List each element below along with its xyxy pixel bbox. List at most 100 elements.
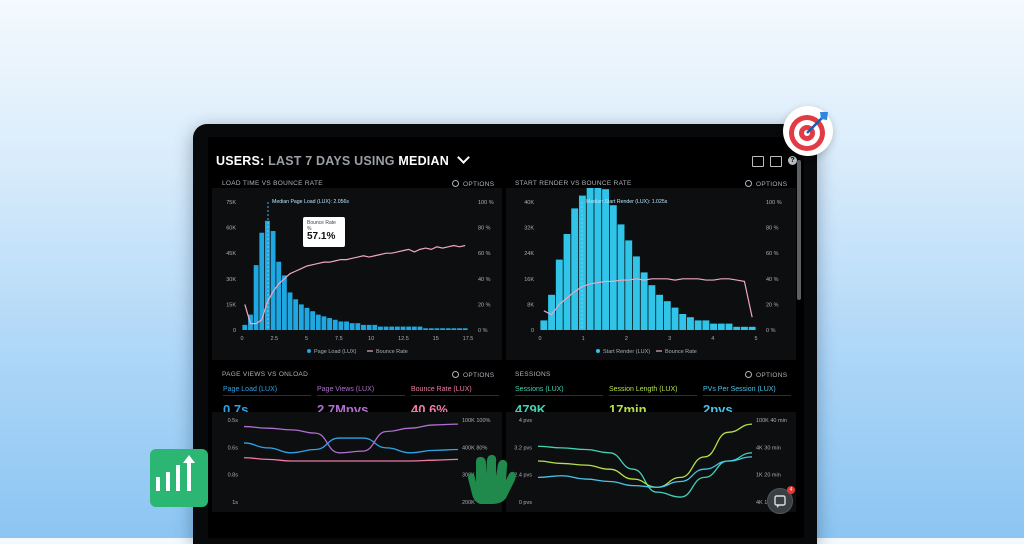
y-tick-label: 24K: [524, 251, 534, 257]
title-stat: MEDIAN: [398, 154, 449, 168]
options-button-start-render[interactable]: OPTIONS: [745, 180, 787, 188]
bar: [440, 328, 445, 330]
bar: [632, 256, 640, 330]
bar: [578, 195, 586, 330]
bar: [640, 272, 648, 330]
tooltip-value: 57.1%: [307, 231, 336, 242]
bar: [594, 188, 602, 330]
y-tick-label: 0 pvs: [519, 500, 532, 506]
x-tick-label: 4: [711, 336, 714, 342]
x-tick-label: 0: [538, 336, 541, 342]
y-tick-label: 30K: [226, 277, 236, 283]
tooltip-sub: %: [307, 226, 312, 232]
y-tick-label: 0.6s: [228, 445, 239, 451]
bar: [451, 328, 457, 330]
y-tick-label: 1s: [232, 500, 238, 506]
bar: [298, 304, 304, 330]
metric-label: Sessions (LUX): [515, 386, 603, 396]
y-tick-label: 15K: [226, 302, 236, 308]
x-tick-label: 15: [433, 336, 439, 342]
bar: [372, 324, 378, 330]
y2-tick-label: 60 %: [766, 251, 779, 257]
legend-swatch: [596, 349, 600, 353]
tooltip-label: Bounce Rate: [307, 220, 336, 226]
y2-tick-label: 20 %: [478, 302, 491, 308]
series-line: [537, 456, 753, 488]
chart-sessions: 4 pvs 3.2 pvs 2.4 pvs 0 pvs 100K 40 min 4K 30…: [506, 412, 796, 512]
bar: [679, 314, 687, 330]
metric-label: Page Load (LUX): [223, 386, 311, 396]
bar: [717, 323, 725, 330]
bar: [394, 326, 400, 330]
bounce-rate-line: [244, 244, 466, 325]
bar: [259, 232, 265, 330]
toolbar-icons: ?: [752, 156, 797, 167]
y-tick-label: 4 pvs: [519, 418, 532, 424]
y2-tick-label: 100K 40 min: [756, 418, 787, 424]
bar: [287, 292, 293, 330]
bar: [733, 326, 741, 330]
options-button-page-views[interactable]: OPTIONS: [452, 371, 494, 379]
bar: [548, 294, 556, 330]
bar: [423, 328, 429, 330]
series-line: [243, 423, 459, 454]
x-tick-label: 5: [754, 336, 757, 342]
median-label: Median Start Render (LUX): 1.025s: [586, 199, 668, 205]
panel-background: [506, 188, 796, 360]
x-tick-label: 10: [368, 336, 374, 342]
bar: [702, 320, 710, 330]
x-tick-label: 17.5: [463, 336, 474, 342]
x-tick-label: 0: [240, 336, 243, 342]
scrollbar[interactable]: [797, 160, 801, 300]
panel-title-page-views: PAGE VIEWS VS ONLOAD: [222, 371, 309, 378]
median-label: Median Page Load (LUX): 2.056s: [272, 199, 349, 205]
tooltip: Bounce Rate % 57.1%: [303, 217, 345, 247]
monitor-icon[interactable]: [752, 156, 764, 167]
bar: [270, 231, 276, 330]
bar: [663, 301, 671, 330]
help-icon[interactable]: ?: [788, 156, 797, 165]
bar: [563, 234, 571, 330]
bar: [411, 326, 417, 330]
bar: [406, 326, 412, 330]
y2-tick-label: 400K 80%: [462, 445, 487, 451]
y2-tick-label: 100 %: [478, 200, 494, 206]
bar: [276, 261, 282, 330]
target-icon: [783, 106, 833, 156]
bar: [571, 208, 579, 330]
panel-title-load-time: LOAD TIME VS BOUNCE RATE: [222, 180, 323, 187]
y2-tick-label: 100K 100%: [462, 418, 491, 424]
bar: [378, 326, 383, 330]
options-button-load-time[interactable]: OPTIONS: [452, 180, 494, 188]
title-prefix: USERS:: [216, 154, 265, 168]
y2-tick-label: 60 %: [478, 251, 491, 257]
legend-label: Bounce Rate: [376, 349, 408, 355]
chart-growth-icon: [150, 449, 208, 507]
x-tick-label: 2: [625, 336, 628, 342]
y2-tick-label: 80 %: [478, 226, 491, 232]
metric-label: PVs Per Session (LUX): [703, 386, 791, 396]
bar: [281, 275, 287, 330]
hand-pointer-icon: [462, 452, 522, 511]
bar: [586, 188, 594, 330]
y-tick-label: 40K: [524, 200, 534, 206]
chart-start-render: 0 8K 16K 24K 32K 40K 0 % 20 % 40 % 60 % 80 % 100 % M…: [506, 188, 796, 360]
y-tick-label: 45K: [226, 251, 236, 257]
bar: [344, 321, 349, 330]
options-button-sessions[interactable]: OPTIONS: [745, 371, 787, 379]
x-tick-label: 12.5: [398, 336, 409, 342]
x-tick-label: 5: [305, 336, 308, 342]
metric-label: Page Views (LUX): [317, 386, 405, 396]
page-title[interactable]: USERS: LAST 7 DAYS USING MEDIAN: [216, 151, 470, 168]
image-icon[interactable]: [770, 156, 782, 167]
panel-title-start-render: START RENDER VS BOUNCE RATE: [515, 180, 632, 187]
chevron-down-icon[interactable]: [456, 151, 470, 164]
legend-label: Bounce Rate: [665, 349, 697, 355]
y2-tick-label: 4K 30 min: [756, 445, 781, 451]
metric-label: Session Length (LUX): [609, 386, 697, 396]
bar: [304, 307, 310, 330]
panel-title-sessions: SESSIONS: [515, 371, 551, 378]
chat-icon[interactable]: 4: [767, 486, 795, 514]
bar: [293, 299, 299, 330]
x-tick-label: 7.5: [335, 336, 343, 342]
